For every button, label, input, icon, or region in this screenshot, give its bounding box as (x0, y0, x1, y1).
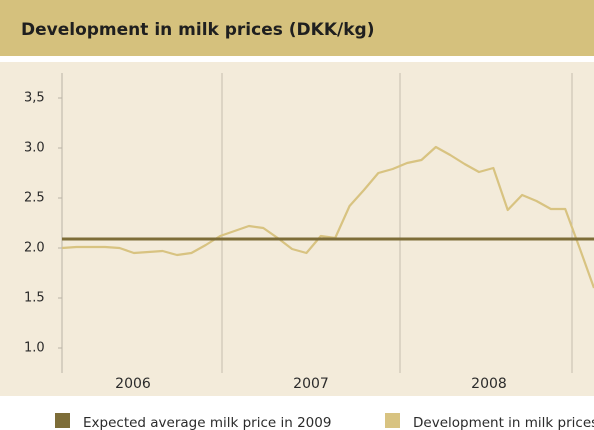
year-label: 2006 (115, 376, 151, 392)
legend-label: Development in milk prices (413, 415, 594, 430)
y-tick-label: 2.0 (24, 241, 45, 256)
y-tick-label: 1.5 (24, 291, 45, 306)
header-band (0, 0, 594, 56)
legend-swatch (55, 413, 70, 428)
legend-swatch (385, 413, 400, 428)
y-tick-label: 2.5 (24, 191, 45, 206)
year-label: 2007 (293, 376, 329, 392)
series-line (61, 145, 594, 289)
chart-title: Development in milk prices (DKK/kg) (21, 20, 374, 40)
y-tick-label: 3.0 (24, 141, 45, 156)
y-tick-label: 3,5 (24, 91, 45, 106)
year-label: 2008 (471, 376, 507, 392)
legend-label: Expected average milk price in 2009 (83, 415, 331, 430)
plot-background (0, 62, 594, 396)
y-tick-label: 1.0 (24, 341, 45, 356)
